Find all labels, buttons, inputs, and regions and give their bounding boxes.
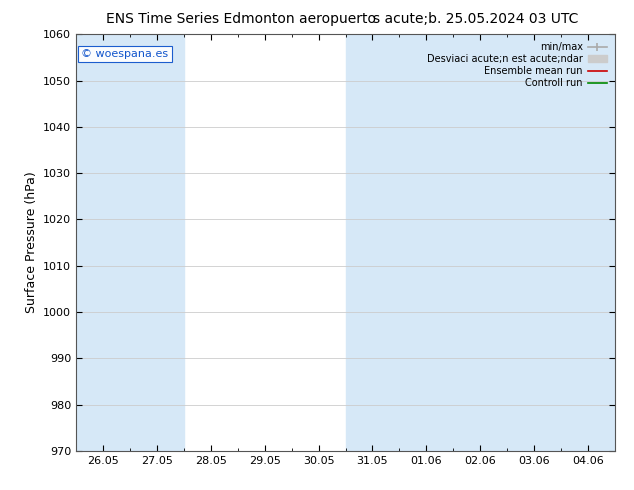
- Bar: [76, 34, 98, 451]
- Bar: [453, 34, 507, 451]
- Bar: [76, 34, 130, 451]
- Text: ENS Time Series Edmonton aeropuerto: ENS Time Series Edmonton aeropuerto: [106, 12, 376, 26]
- Bar: [346, 34, 399, 451]
- Text: s acute;b. 25.05.2024 03 UTC: s acute;b. 25.05.2024 03 UTC: [373, 12, 578, 26]
- Y-axis label: Surface Pressure (hPa): Surface Pressure (hPa): [25, 172, 37, 314]
- Bar: [507, 34, 561, 451]
- Bar: [130, 34, 184, 451]
- Legend: min/max, Desviaci acute;n est acute;ndar, Ensemble mean run, Controll run: min/max, Desviaci acute;n est acute;ndar…: [424, 39, 610, 91]
- Text: © woespana.es: © woespana.es: [81, 49, 169, 59]
- Bar: [399, 34, 453, 451]
- Bar: [561, 34, 615, 451]
